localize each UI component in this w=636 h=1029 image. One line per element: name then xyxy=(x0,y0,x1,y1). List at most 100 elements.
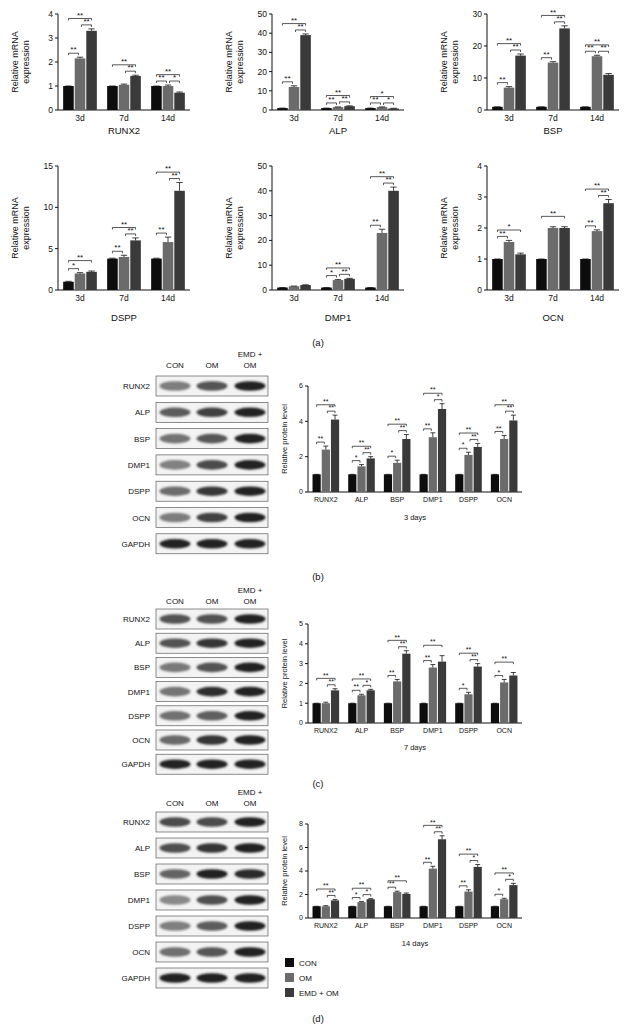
y-tick-label: 8 xyxy=(299,820,303,827)
bar xyxy=(331,900,339,918)
x-axis-label: OCN xyxy=(542,312,563,323)
y-axis-label-line: expression xyxy=(450,206,460,250)
y-tick-label: 4 xyxy=(48,9,53,19)
significance-bracket xyxy=(424,825,442,827)
bar xyxy=(384,474,392,492)
x-tick-label: BSP xyxy=(390,922,404,929)
x-tick-label: 14d xyxy=(590,293,604,303)
significance-label: ** xyxy=(499,75,505,84)
error-bar xyxy=(404,435,409,439)
bar xyxy=(464,455,472,492)
error-bar xyxy=(350,474,355,475)
error-bar xyxy=(582,259,588,260)
significance-bracket xyxy=(495,675,503,677)
x-tick-label: OCN xyxy=(496,727,512,734)
bar xyxy=(348,906,356,918)
significance-label: ** xyxy=(496,425,502,432)
blot-column-label-line: OM xyxy=(244,799,257,808)
blot-band xyxy=(197,486,228,496)
error-bar xyxy=(323,108,329,109)
significance-bracket xyxy=(399,431,407,433)
y-tick xyxy=(55,207,58,208)
y-tick xyxy=(305,456,308,457)
x-tick-label: BSP xyxy=(390,496,404,503)
error-bar xyxy=(350,906,355,907)
y-tick-label: 3 xyxy=(477,192,482,202)
y-tick xyxy=(55,38,58,39)
bar xyxy=(509,675,517,723)
bar xyxy=(313,474,321,492)
bar xyxy=(402,439,410,492)
bar xyxy=(464,694,472,723)
y-tick-label: 40 xyxy=(258,186,268,196)
error-bar xyxy=(65,281,71,282)
bar xyxy=(321,288,332,290)
y-tick xyxy=(305,421,308,422)
bar xyxy=(500,439,508,492)
blot-row-label: GAPDH xyxy=(122,974,151,983)
y-tick-label: 5 xyxy=(48,244,53,254)
significance-label: ** xyxy=(364,446,370,453)
y-tick-label: 0 xyxy=(299,488,303,495)
significance-bracket xyxy=(317,442,325,444)
blot-band xyxy=(160,843,191,853)
blot-band xyxy=(235,921,266,931)
significance-label: * xyxy=(355,891,358,898)
significance-label: ** xyxy=(501,866,507,873)
significance-label: ** xyxy=(335,88,341,97)
bar xyxy=(500,899,508,918)
significance-label: ** xyxy=(430,638,436,645)
error-bar xyxy=(457,474,462,475)
error-bar xyxy=(165,237,171,242)
blot-band xyxy=(197,614,228,624)
error-bar xyxy=(291,286,297,287)
blot-band xyxy=(197,434,228,444)
blot-row-label: DSPP xyxy=(128,712,150,721)
significance-label: ** xyxy=(466,847,472,854)
significance-label: ** xyxy=(506,36,512,45)
bar xyxy=(75,58,86,110)
significance-label: ** xyxy=(284,74,290,83)
significance-bracket xyxy=(495,894,503,896)
blot-band xyxy=(197,687,228,697)
error-bar xyxy=(379,106,385,107)
bar xyxy=(504,242,515,290)
bar xyxy=(592,231,603,290)
error-bar xyxy=(77,272,83,274)
significance-label: * xyxy=(508,873,511,880)
bar xyxy=(438,662,446,723)
bar xyxy=(491,474,499,492)
legend-label: EMD + OM xyxy=(299,989,339,998)
x-tick-label: 7d xyxy=(548,113,558,123)
chart: 01234***3d**7d******14dOCNRelative mRNAe… xyxy=(439,161,619,323)
error-bar xyxy=(502,898,507,900)
blot-band xyxy=(160,663,191,673)
y-tick-label: 3 xyxy=(299,660,303,667)
significance-label: ** xyxy=(430,386,436,393)
blot-band xyxy=(235,869,266,879)
error-bar xyxy=(457,703,462,704)
blot-row-label: DMP1 xyxy=(128,688,151,697)
bar xyxy=(322,906,330,918)
y-axis-label: Relative mRNAexpression xyxy=(224,197,245,259)
y-tick-label: 40 xyxy=(258,28,268,38)
bar xyxy=(455,474,463,492)
x-tick-label: ALP xyxy=(355,727,369,734)
error-bar xyxy=(511,673,516,676)
bar xyxy=(331,420,339,492)
x-axis-label: BSP xyxy=(543,125,562,136)
legend-label: OM xyxy=(299,974,312,983)
blot-band xyxy=(197,817,228,827)
blot-band xyxy=(235,687,266,697)
y-axis-label-line: expression xyxy=(235,206,245,250)
error-bar xyxy=(430,433,435,437)
significance-bracket xyxy=(470,439,478,441)
blot-band xyxy=(160,973,191,983)
significance-label: ** xyxy=(394,417,400,424)
error-bar xyxy=(440,404,445,409)
y-axis-label-line: Relative mRNA xyxy=(224,31,234,93)
blot-column-label-line: EMD + xyxy=(238,350,263,359)
bar xyxy=(384,906,392,918)
blot-frame xyxy=(156,481,268,501)
blot-band xyxy=(160,614,191,624)
